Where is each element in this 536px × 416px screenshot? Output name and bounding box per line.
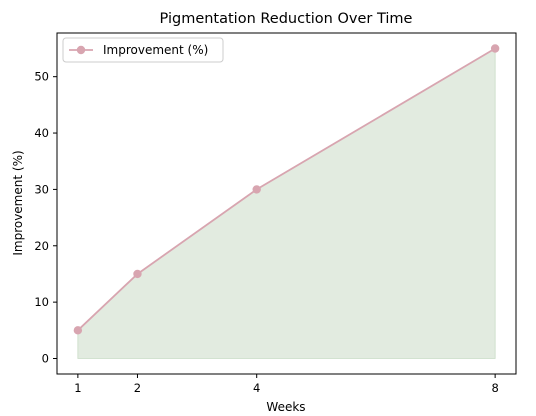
data-point-week-2: [133, 269, 142, 279]
axes: 1 2 4 8 0 10 20 30 40 50: [34, 32, 517, 395]
data-point-week-1: [73, 326, 83, 335]
axes-frame: [56, 32, 517, 375]
y-tick-label-20: 20: [34, 239, 49, 253]
y-tick-label-40: 40: [34, 126, 49, 140]
area-fill: [77, 47, 496, 359]
chart-title: Pigmentation Reduction Over Time: [160, 11, 413, 27]
plot-area: [73, 44, 500, 359]
x-tick-label-8: 8: [491, 381, 498, 395]
x-tick-label-1: 1: [74, 381, 81, 395]
x-tick-label-2: 2: [134, 381, 141, 395]
series-line: [77, 47, 496, 331]
legend-label: Improvement (%): [103, 43, 208, 57]
x-tick-label-4: 4: [253, 381, 260, 395]
y-tick-label-0: 0: [42, 352, 49, 366]
y-axis-label: Improvement (%): [11, 150, 25, 255]
y-tick-label-30: 30: [34, 182, 49, 196]
y-tick-label-50: 50: [34, 70, 49, 84]
data-point-week-8: [490, 44, 500, 53]
x-axis-label: Weeks: [266, 400, 305, 414]
legend: Improvement (%): [62, 37, 224, 63]
legend-box: [62, 37, 224, 63]
data-point-week-4: [252, 185, 261, 194]
y-tick-label-10: 10: [34, 295, 49, 309]
legend-marker: [76, 45, 86, 55]
